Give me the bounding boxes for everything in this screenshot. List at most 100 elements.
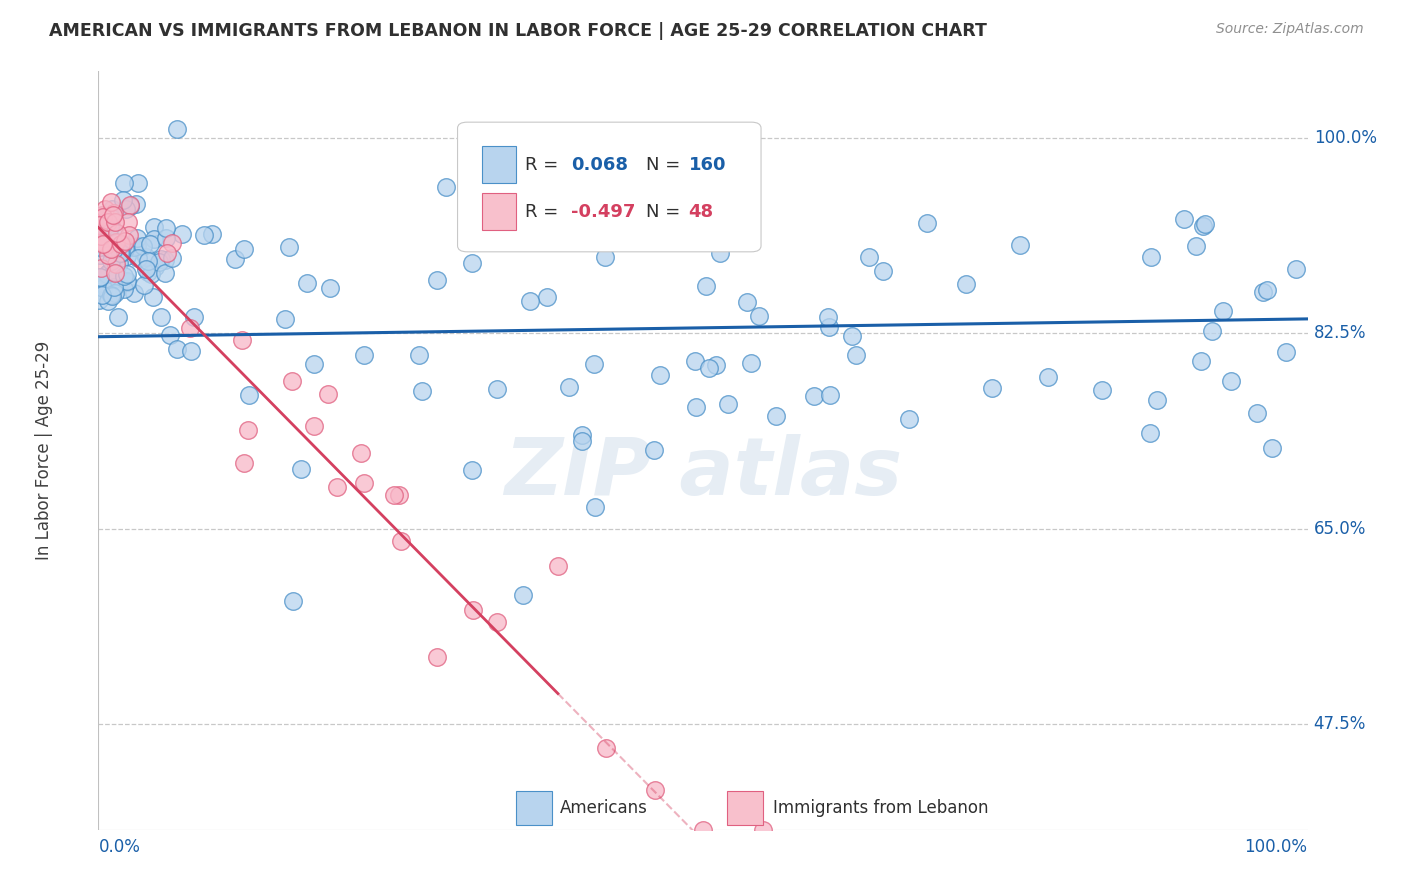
Point: [411, 384, 433, 398]
Text: AMERICAN VS IMMIGRANTS FROM LEBANON IN LABOR FORCE | AGE 25-29 CORRELATION CHART: AMERICAN VS IMMIGRANTS FROM LEBANON IN L…: [49, 22, 987, 40]
Point: [110, 246, 132, 260]
Point: [1140, 250, 1163, 264]
Point: [326, 480, 349, 494]
Point: [1173, 212, 1195, 227]
Point: [179, 320, 201, 334]
Point: [426, 649, 449, 664]
Point: [98, 265, 121, 279]
Point: [1201, 324, 1223, 338]
Point: [89, 210, 111, 224]
Point: [595, 740, 617, 755]
Point: [143, 232, 166, 246]
Text: Immigrants from Lebanon: Immigrants from Lebanon: [773, 799, 988, 817]
Point: [104, 235, 127, 249]
Point: [127, 176, 149, 190]
Point: [115, 249, 138, 263]
Point: [111, 236, 134, 251]
Point: [644, 783, 666, 797]
Point: [201, 227, 224, 241]
Point: [193, 227, 215, 242]
Point: [120, 199, 142, 213]
Point: [96, 268, 118, 282]
Point: [90, 260, 112, 275]
Point: [238, 388, 260, 402]
Point: [112, 268, 135, 283]
Point: [150, 252, 173, 267]
Point: [107, 242, 129, 256]
Point: [238, 423, 260, 437]
Point: [740, 356, 762, 370]
Point: [135, 250, 157, 264]
Point: [134, 278, 156, 293]
Point: [160, 235, 183, 250]
Point: [683, 354, 706, 368]
Point: [183, 310, 205, 325]
Point: [103, 279, 125, 293]
Point: [135, 261, 157, 276]
Point: [97, 294, 120, 309]
Point: [89, 216, 111, 230]
Point: [105, 227, 128, 241]
Point: [148, 255, 170, 269]
Point: [290, 462, 312, 476]
Point: [485, 382, 508, 396]
Point: [103, 265, 125, 279]
Point: [89, 240, 111, 254]
Point: [112, 176, 135, 190]
Text: 65.0%: 65.0%: [1313, 519, 1367, 538]
Point: [93, 280, 115, 294]
Point: [765, 409, 787, 423]
Point: [170, 227, 193, 241]
Point: [426, 273, 449, 287]
Point: [817, 310, 839, 324]
Point: [127, 230, 149, 244]
Point: [818, 320, 841, 334]
Point: [434, 180, 457, 194]
Point: [153, 253, 176, 268]
Point: [803, 389, 825, 403]
Point: [465, 212, 488, 227]
Point: [100, 194, 122, 209]
Point: [408, 348, 430, 362]
Point: [692, 822, 714, 837]
Bar: [516, 791, 551, 825]
Point: [519, 293, 541, 308]
Point: [104, 285, 127, 300]
Point: [91, 235, 114, 250]
Point: [87, 218, 110, 232]
Point: [103, 224, 125, 238]
Point: [159, 328, 181, 343]
Point: [156, 246, 179, 260]
Point: [316, 387, 339, 401]
Point: [1275, 345, 1298, 359]
Point: [353, 476, 375, 491]
Point: [94, 202, 117, 216]
Point: [388, 488, 411, 502]
Point: [96, 238, 118, 252]
Point: [224, 252, 246, 266]
Point: [103, 250, 125, 264]
Point: [118, 227, 141, 242]
Point: [90, 228, 112, 243]
Point: [97, 241, 120, 255]
Text: ZIP atlas: ZIP atlas: [503, 434, 903, 512]
Point: [100, 243, 122, 257]
Point: [89, 270, 111, 285]
Point: [91, 210, 114, 224]
Point: [103, 242, 125, 256]
Point: [155, 231, 177, 245]
Point: [107, 235, 129, 250]
Point: [117, 274, 139, 288]
Point: [955, 277, 977, 291]
Point: [281, 374, 304, 388]
Point: [706, 359, 728, 373]
Point: [1220, 374, 1243, 388]
Text: R =: R =: [526, 202, 558, 220]
Point: [353, 348, 375, 362]
Point: [1146, 392, 1168, 407]
Text: N =: N =: [647, 202, 681, 220]
Text: Americans: Americans: [561, 799, 648, 817]
Point: [915, 215, 938, 229]
Point: [166, 342, 188, 356]
Text: 100.0%: 100.0%: [1244, 838, 1308, 856]
